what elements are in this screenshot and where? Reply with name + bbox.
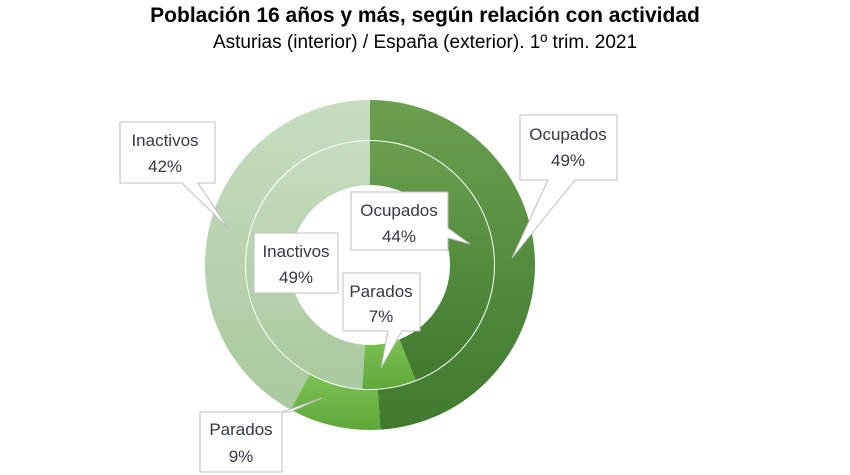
inner-ring (246, 141, 494, 389)
outer-slice-parados (290, 374, 381, 430)
callout-inner-parados-value: 7% (369, 307, 394, 326)
callout-outer-ocupados-name: Ocupados (529, 125, 607, 144)
outer-ring (204, 100, 536, 430)
outer-slice-inactivos (204, 100, 370, 410)
callout-outer-parados-value: 9% (229, 447, 254, 466)
callout-inner-inactivos-value: 49% (279, 268, 313, 287)
callout-inner-ocupados-name: Ocupados (360, 201, 438, 220)
callout-inner-ocupados: Ocupados 44% (350, 191, 471, 251)
callout-inner-inactivos: Inactivos 49% (253, 232, 339, 294)
callout-outer-inactivos-name: Inactivos (131, 131, 198, 150)
inner-slice-inactivos (246, 141, 370, 389)
callout-inner-ocupados-value: 44% (382, 227, 416, 246)
inner-slice-parados (362, 339, 416, 389)
callout-outer-inactivos: Inactivos 42% (119, 121, 229, 229)
inner-slice-ocupados (370, 141, 494, 381)
chart-subtitle: Asturias (interior) / España (exterior).… (212, 32, 638, 53)
callout-inner-parados: Parados 7% (342, 272, 421, 369)
callout-outer-ocupados: Ocupados 49% (511, 114, 618, 259)
chart-title: Población 16 años y más, según relación … (150, 4, 700, 27)
callout-inner-parados-name: Parados (349, 282, 412, 301)
callout-inner-inactivos-name: Inactivos (262, 242, 329, 261)
callout-outer-parados: Parados 9% (199, 397, 323, 473)
callout-outer-inactivos-value: 42% (148, 157, 182, 176)
callout-outer-ocupados-value: 49% (551, 151, 585, 170)
outer-slice-ocupados (370, 100, 536, 430)
callout-outer-parados-name: Parados (209, 420, 272, 439)
